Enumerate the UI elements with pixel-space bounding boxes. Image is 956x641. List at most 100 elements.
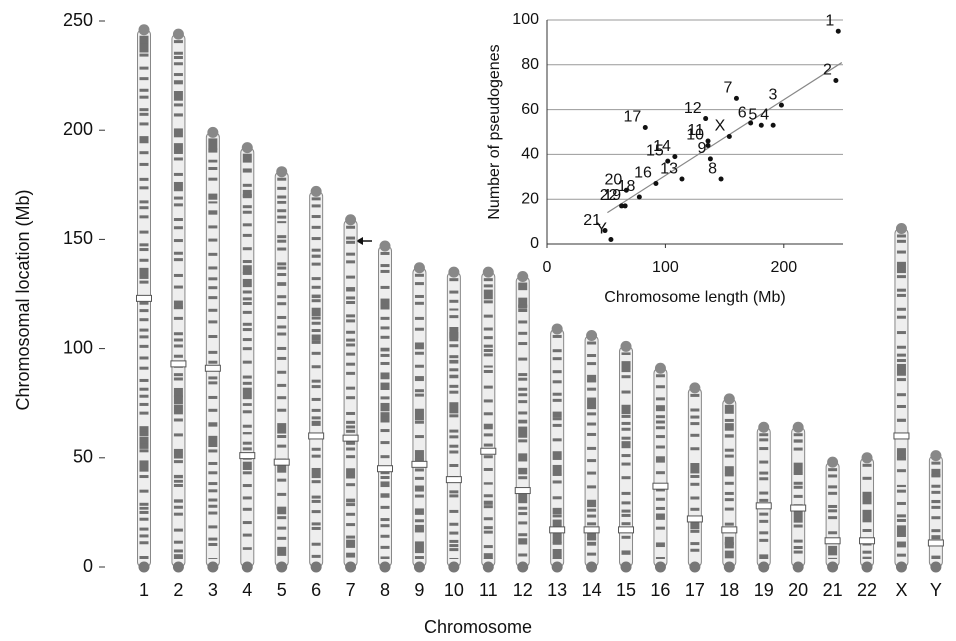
band — [173, 258, 183, 262]
x-tick-label: 21 — [823, 580, 843, 600]
band — [311, 248, 321, 252]
band — [173, 505, 183, 509]
band — [277, 546, 287, 556]
band — [655, 542, 665, 548]
x-tick-label: 1 — [139, 580, 149, 600]
band — [587, 446, 597, 450]
band — [242, 233, 252, 237]
band — [139, 344, 149, 348]
band — [311, 385, 321, 389]
band — [139, 136, 149, 144]
band — [242, 265, 252, 274]
band — [414, 494, 424, 498]
band — [139, 335, 149, 339]
band — [173, 226, 183, 230]
band — [311, 215, 321, 219]
band — [896, 363, 906, 376]
band — [449, 490, 459, 494]
band — [759, 447, 769, 451]
band — [449, 522, 459, 526]
band — [414, 420, 424, 424]
telomere-top — [689, 382, 701, 394]
telomere-top — [379, 240, 391, 252]
point — [653, 181, 659, 187]
band — [139, 502, 149, 506]
centromere — [308, 432, 325, 440]
band — [346, 386, 356, 390]
point — [705, 138, 711, 144]
band — [587, 471, 597, 475]
telomere-top — [517, 271, 529, 283]
band — [139, 122, 149, 126]
band — [380, 326, 390, 330]
band — [896, 288, 906, 292]
band — [449, 359, 459, 364]
band — [759, 498, 769, 502]
band — [449, 463, 459, 467]
band — [346, 240, 356, 244]
band — [208, 542, 218, 546]
band — [587, 374, 597, 383]
band — [483, 412, 493, 416]
band — [277, 262, 287, 266]
band — [346, 225, 356, 229]
x-tick-label: 13 — [547, 580, 567, 600]
band — [173, 528, 183, 532]
band — [552, 398, 562, 402]
band — [311, 454, 321, 458]
band — [139, 309, 149, 313]
band — [380, 316, 390, 320]
band — [173, 80, 183, 85]
band — [552, 423, 562, 427]
point-label: 5 — [748, 106, 757, 123]
band — [208, 166, 218, 170]
centromere — [239, 452, 256, 460]
band — [793, 485, 803, 489]
band — [552, 532, 562, 544]
band — [346, 441, 356, 445]
band — [931, 484, 941, 488]
band — [311, 495, 321, 499]
band — [311, 420, 321, 426]
telomere-bottom — [827, 561, 839, 573]
band — [449, 548, 459, 552]
band — [724, 507, 734, 511]
x-tick-label: 17 — [685, 580, 705, 600]
band — [277, 444, 287, 448]
band — [483, 433, 493, 437]
band — [173, 554, 183, 559]
band — [139, 431, 149, 435]
band — [139, 489, 149, 493]
band — [173, 103, 183, 107]
band — [621, 550, 631, 555]
band — [277, 464, 287, 473]
centromere — [893, 432, 910, 440]
band — [173, 62, 183, 66]
band — [690, 548, 700, 552]
band — [759, 471, 769, 475]
point-label: 4 — [760, 106, 769, 123]
band — [173, 387, 183, 398]
band — [311, 237, 321, 241]
band — [139, 230, 149, 234]
band — [173, 239, 183, 243]
point — [665, 158, 671, 164]
band — [483, 517, 493, 521]
band — [139, 517, 149, 521]
arrow-head — [356, 237, 363, 245]
band — [277, 215, 287, 219]
band — [242, 424, 252, 428]
band — [931, 535, 941, 540]
band — [896, 250, 906, 254]
band — [139, 77, 149, 81]
band — [896, 378, 906, 382]
band — [346, 420, 356, 424]
band — [173, 51, 183, 55]
x-tick-label: 5 — [277, 580, 287, 600]
band — [346, 260, 356, 264]
band — [139, 475, 149, 479]
band — [896, 534, 906, 537]
band — [483, 289, 493, 300]
band — [311, 334, 321, 341]
band — [311, 262, 321, 266]
